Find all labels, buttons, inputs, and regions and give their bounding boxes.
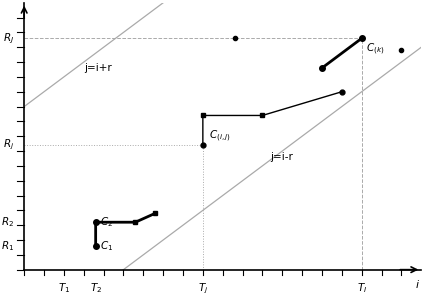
Text: $R_1$: $R_1$ — [1, 239, 14, 253]
Text: j=i+r: j=i+r — [84, 63, 112, 73]
Text: $T_I$: $T_I$ — [357, 282, 367, 295]
Text: $C_{(k)}$: $C_{(k)}$ — [366, 41, 385, 57]
Text: $T_2$: $T_2$ — [89, 282, 102, 295]
Text: $R_j$: $R_j$ — [3, 138, 14, 152]
Text: j=i-r: j=i-r — [271, 152, 293, 162]
Text: $C_2$: $C_2$ — [100, 215, 114, 229]
Text: $C_{(i,j)}$: $C_{(i,j)}$ — [209, 128, 231, 144]
Text: $T_j$: $T_j$ — [198, 282, 208, 296]
Text: $R_2$: $R_2$ — [1, 215, 14, 229]
Text: $C_1$: $C_1$ — [100, 239, 114, 253]
Text: $T_1$: $T_1$ — [58, 282, 70, 295]
Text: i: i — [416, 280, 419, 290]
Text: $R_J$: $R_J$ — [3, 31, 14, 45]
